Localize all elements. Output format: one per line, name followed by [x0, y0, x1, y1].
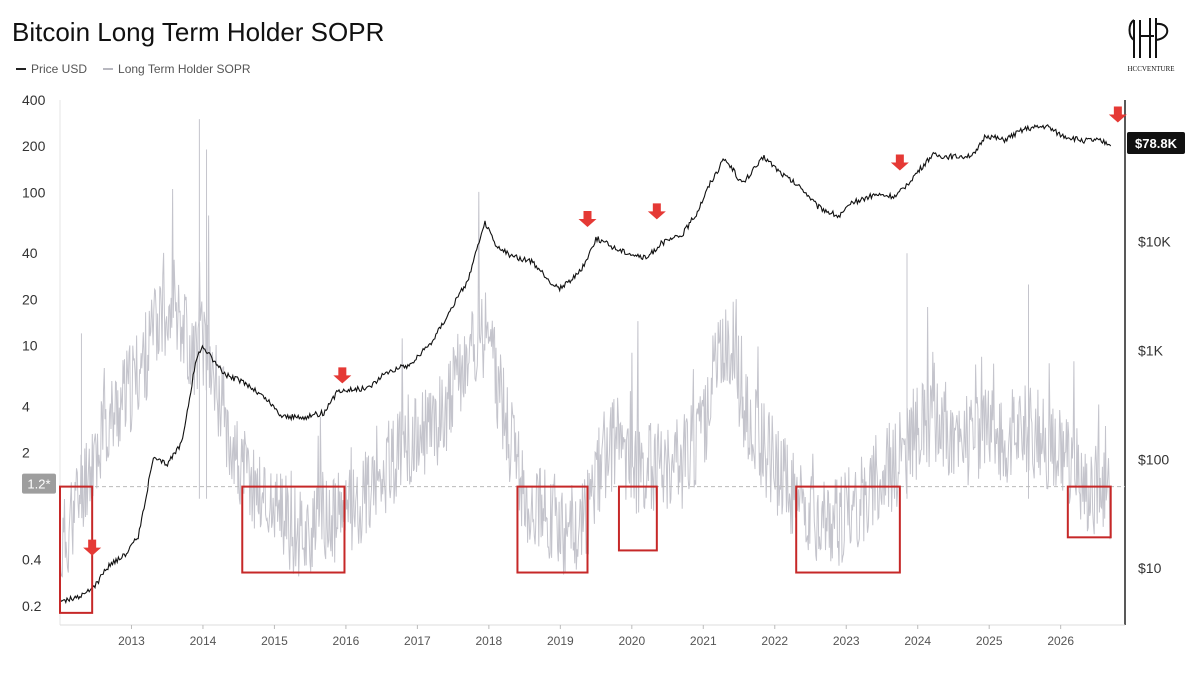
left-tick-4: 20 [22, 291, 38, 307]
legend-item-price[interactable]: Price USD [16, 62, 87, 76]
left-tick-6: 4 [22, 398, 30, 414]
left-tick-2: 100 [22, 184, 46, 200]
red-arrow-3 [647, 203, 666, 220]
legend-swatch-sopr [103, 68, 114, 70]
x-tick-2: 2015 [261, 634, 288, 648]
red-arrow-0 [83, 539, 102, 556]
red-arrow-1 [333, 367, 352, 384]
price-series [59, 124, 1112, 605]
x-tick-9: 2022 [761, 634, 788, 648]
left-tick-3: 40 [22, 245, 38, 261]
x-tick-1: 2014 [190, 634, 217, 648]
legend: Price USD Long Term Holder SOPR [16, 62, 251, 76]
x-axis-ticks: 2013 2014 2015 2016 2017 2018 2019 2020 2021 2022… [118, 625, 1074, 648]
red-arrow-2 [578, 210, 597, 227]
x-tick-11: 2024 [904, 634, 931, 648]
logo-text: HCCVENTURE [1127, 65, 1174, 73]
x-tick-13: 2026 [1047, 634, 1074, 648]
chart-title: Bitcoin Long Term Holder SOPR [12, 17, 385, 47]
x-tick-5: 2018 [476, 634, 503, 648]
x-tick-7: 2020 [618, 634, 645, 648]
hccventure-logo: HCCVENTURE [1127, 18, 1175, 73]
left-tick-5: 10 [22, 338, 38, 354]
sopr-series [59, 119, 1112, 578]
left-tick-9: 0.2 [22, 598, 42, 614]
legend-label-sopr: Long Term Holder SOPR [118, 62, 251, 76]
red-arrow-5 [1108, 106, 1127, 123]
price-badge-bg [1127, 132, 1185, 155]
x-tick-12: 2025 [976, 634, 1003, 648]
annotation-box-5 [1066, 485, 1112, 539]
price-badge: $78.8K [1135, 136, 1178, 151]
left-tick-1: 200 [22, 138, 46, 154]
right-axis-ticks: $10K $1K $100 $10 [1138, 234, 1171, 576]
left-tick-0: 400 [22, 92, 46, 108]
annotation-box-2 [516, 485, 589, 574]
x-tick-4: 2017 [404, 634, 431, 648]
legend-item-sopr[interactable]: Long Term Holder SOPR [103, 62, 251, 76]
annotation-box-1 [241, 485, 346, 574]
right-tick-0: $10K [1138, 234, 1171, 250]
annotation-box-3 [617, 485, 658, 552]
legend-label-price: Price USD [31, 62, 88, 76]
sopr-line [59, 188, 1112, 578]
right-tick-1: $1K [1138, 342, 1164, 358]
right-tick-3: $10 [1138, 560, 1162, 576]
left-tick-7: 2 [22, 445, 30, 461]
left-tick-8: 0.4 [22, 552, 42, 568]
annotation-arrows [83, 106, 1127, 556]
price-line [59, 124, 1112, 605]
right-tick-2: $100 [1138, 451, 1169, 467]
reference-label-bg [22, 473, 56, 494]
legend-swatch-price [16, 68, 26, 70]
price-badge-group: $78.8K [1127, 132, 1185, 155]
x-tick-10: 2023 [833, 634, 860, 648]
red-arrow-4 [890, 154, 909, 171]
annotation-box-4 [795, 485, 901, 574]
reference-label: 1.2* [27, 477, 50, 492]
reference-line-group: 1.2* [22, 473, 1125, 494]
x-tick-6: 2019 [547, 634, 574, 648]
left-axis-ticks: 400 200 100 40 20 10 4 2 0.4 0.2 [22, 92, 46, 614]
x-tick-8: 2021 [690, 634, 717, 648]
x-tick-3: 2016 [333, 634, 360, 648]
x-tick-0: 2013 [118, 634, 145, 648]
